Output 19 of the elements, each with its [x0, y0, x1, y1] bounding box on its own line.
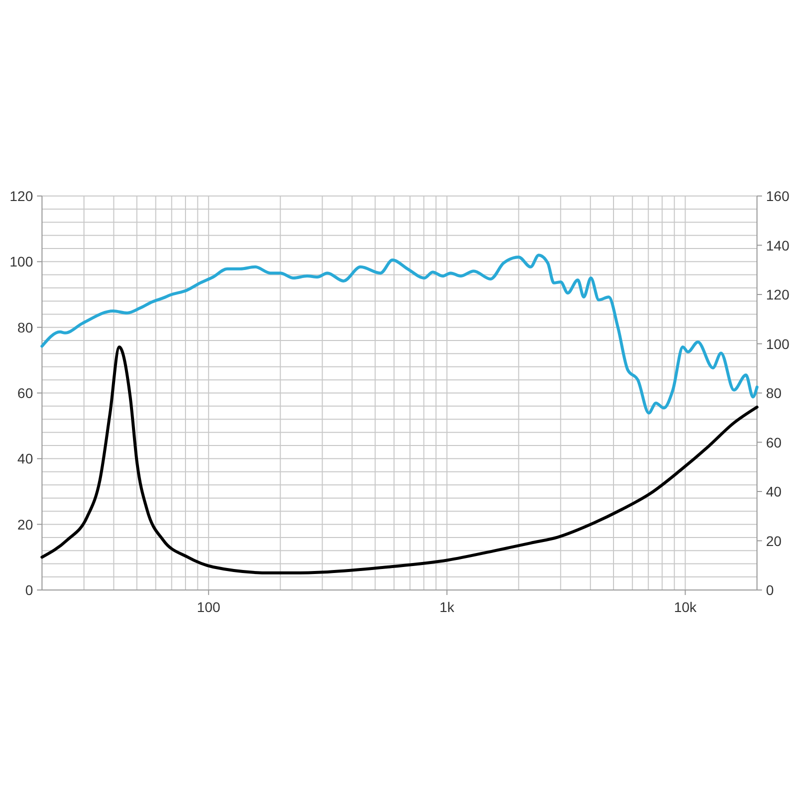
y-tick-label: 80 — [17, 319, 34, 336]
y2-tick-label: 160 — [766, 188, 790, 204]
y-tick-label: 40 — [17, 450, 34, 467]
x-tick-label: 10k — [674, 599, 698, 615]
y2-tick-label: 140 — [766, 237, 790, 254]
x-tick-label: 100 — [196, 599, 220, 615]
x-tick-label: 1k — [440, 599, 456, 615]
y2-tick-label: 80 — [766, 385, 782, 401]
y2-tick-label: 20 — [766, 532, 782, 549]
y-tick-label: 60 — [17, 385, 34, 401]
y2-tick-label: 100 — [766, 336, 790, 352]
y-tick-label: 120 — [10, 188, 34, 204]
y2-tick-label: 120 — [766, 286, 790, 302]
y-tick-label: 0 — [25, 582, 34, 598]
y-tick-label: 20 — [17, 516, 34, 532]
y-tick-label: 100 — [10, 254, 34, 270]
y2-tick-label: 60 — [766, 434, 782, 450]
y2-tick-label: 0 — [766, 582, 774, 598]
y2-tick-label: 40 — [766, 484, 782, 500]
